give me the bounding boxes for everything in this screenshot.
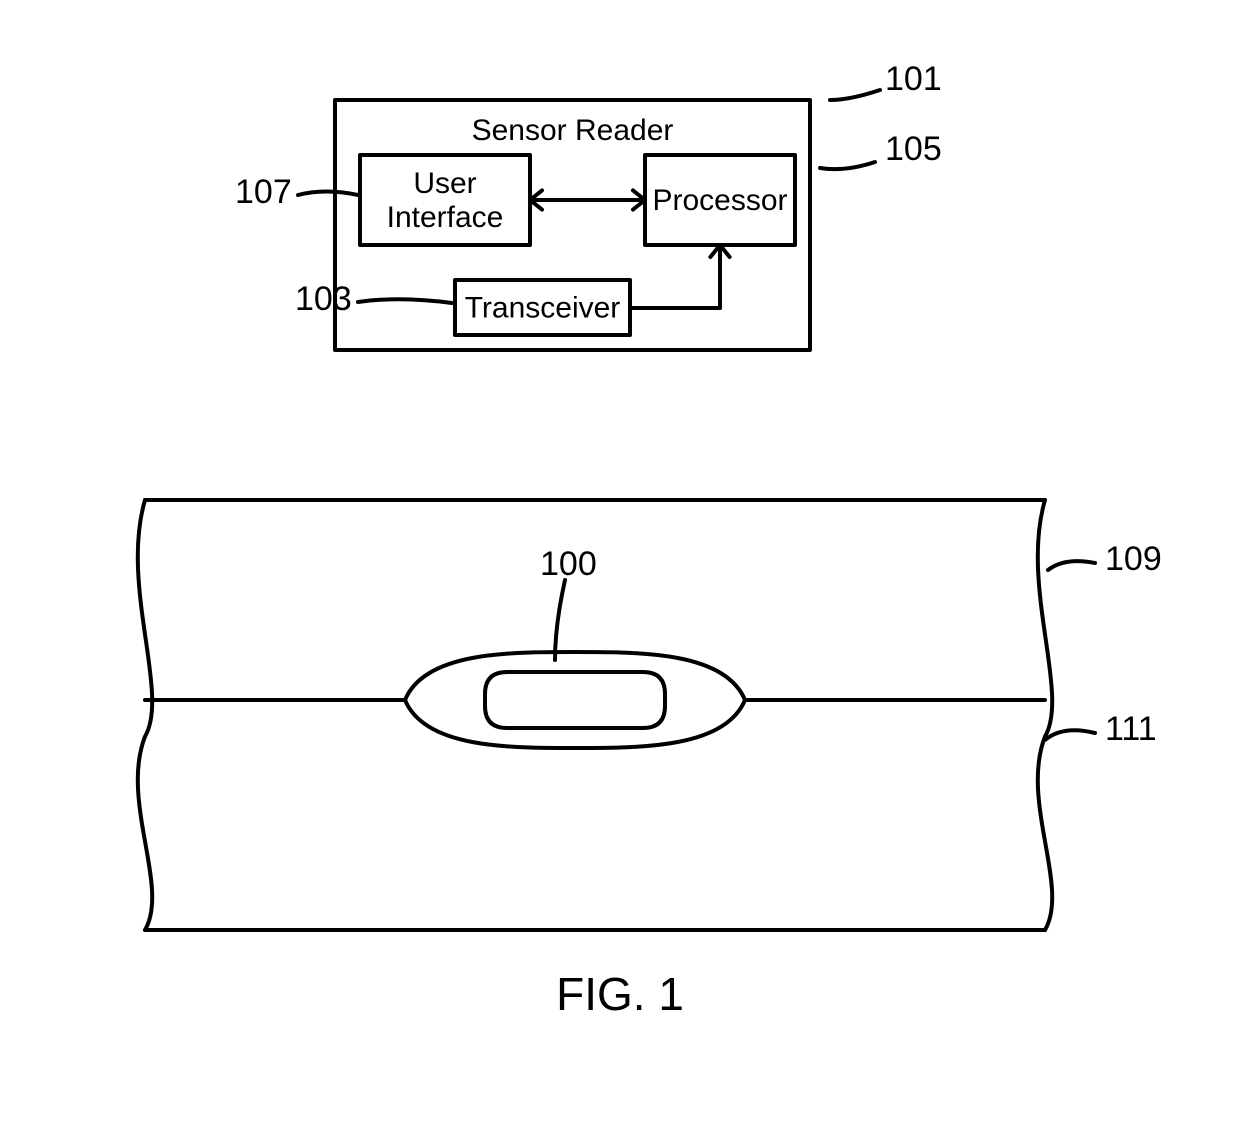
figure-label: FIG. 1: [556, 968, 684, 1020]
ref-101: 101: [885, 60, 942, 98]
reader-title: Sensor Reader: [472, 114, 674, 147]
sensor-inner-outline: [485, 672, 665, 728]
leader-105: [820, 162, 875, 169]
svg-text:Processor: Processor: [652, 184, 787, 217]
vessel-right-edge: [1038, 500, 1052, 930]
sensor-reader-block: Sensor Reader UserInterface Processor Trans…: [335, 100, 810, 350]
ref-103: 103: [295, 280, 352, 318]
ref-109: 109: [1105, 540, 1162, 578]
svg-text:Interface: Interface: [387, 201, 504, 234]
sensor-outer-outline: [405, 652, 745, 748]
leader-111: [1045, 730, 1095, 740]
leader-100: [555, 580, 565, 660]
leader-109: [1048, 561, 1095, 570]
leader-101: [830, 90, 880, 100]
svg-text:Transceiver: Transceiver: [465, 292, 621, 325]
ref-107: 107: [235, 173, 292, 211]
ref-100: 100: [540, 545, 597, 583]
ref-111: 111: [1105, 710, 1157, 748]
leader-107: [298, 192, 358, 196]
vessel-left-edge: [138, 500, 152, 930]
svg-text:User: User: [413, 167, 476, 200]
reference-labels: 100 101 103 105 107 109 111: [235, 60, 1162, 748]
ref-105: 105: [885, 130, 942, 168]
leader-103: [358, 299, 452, 303]
